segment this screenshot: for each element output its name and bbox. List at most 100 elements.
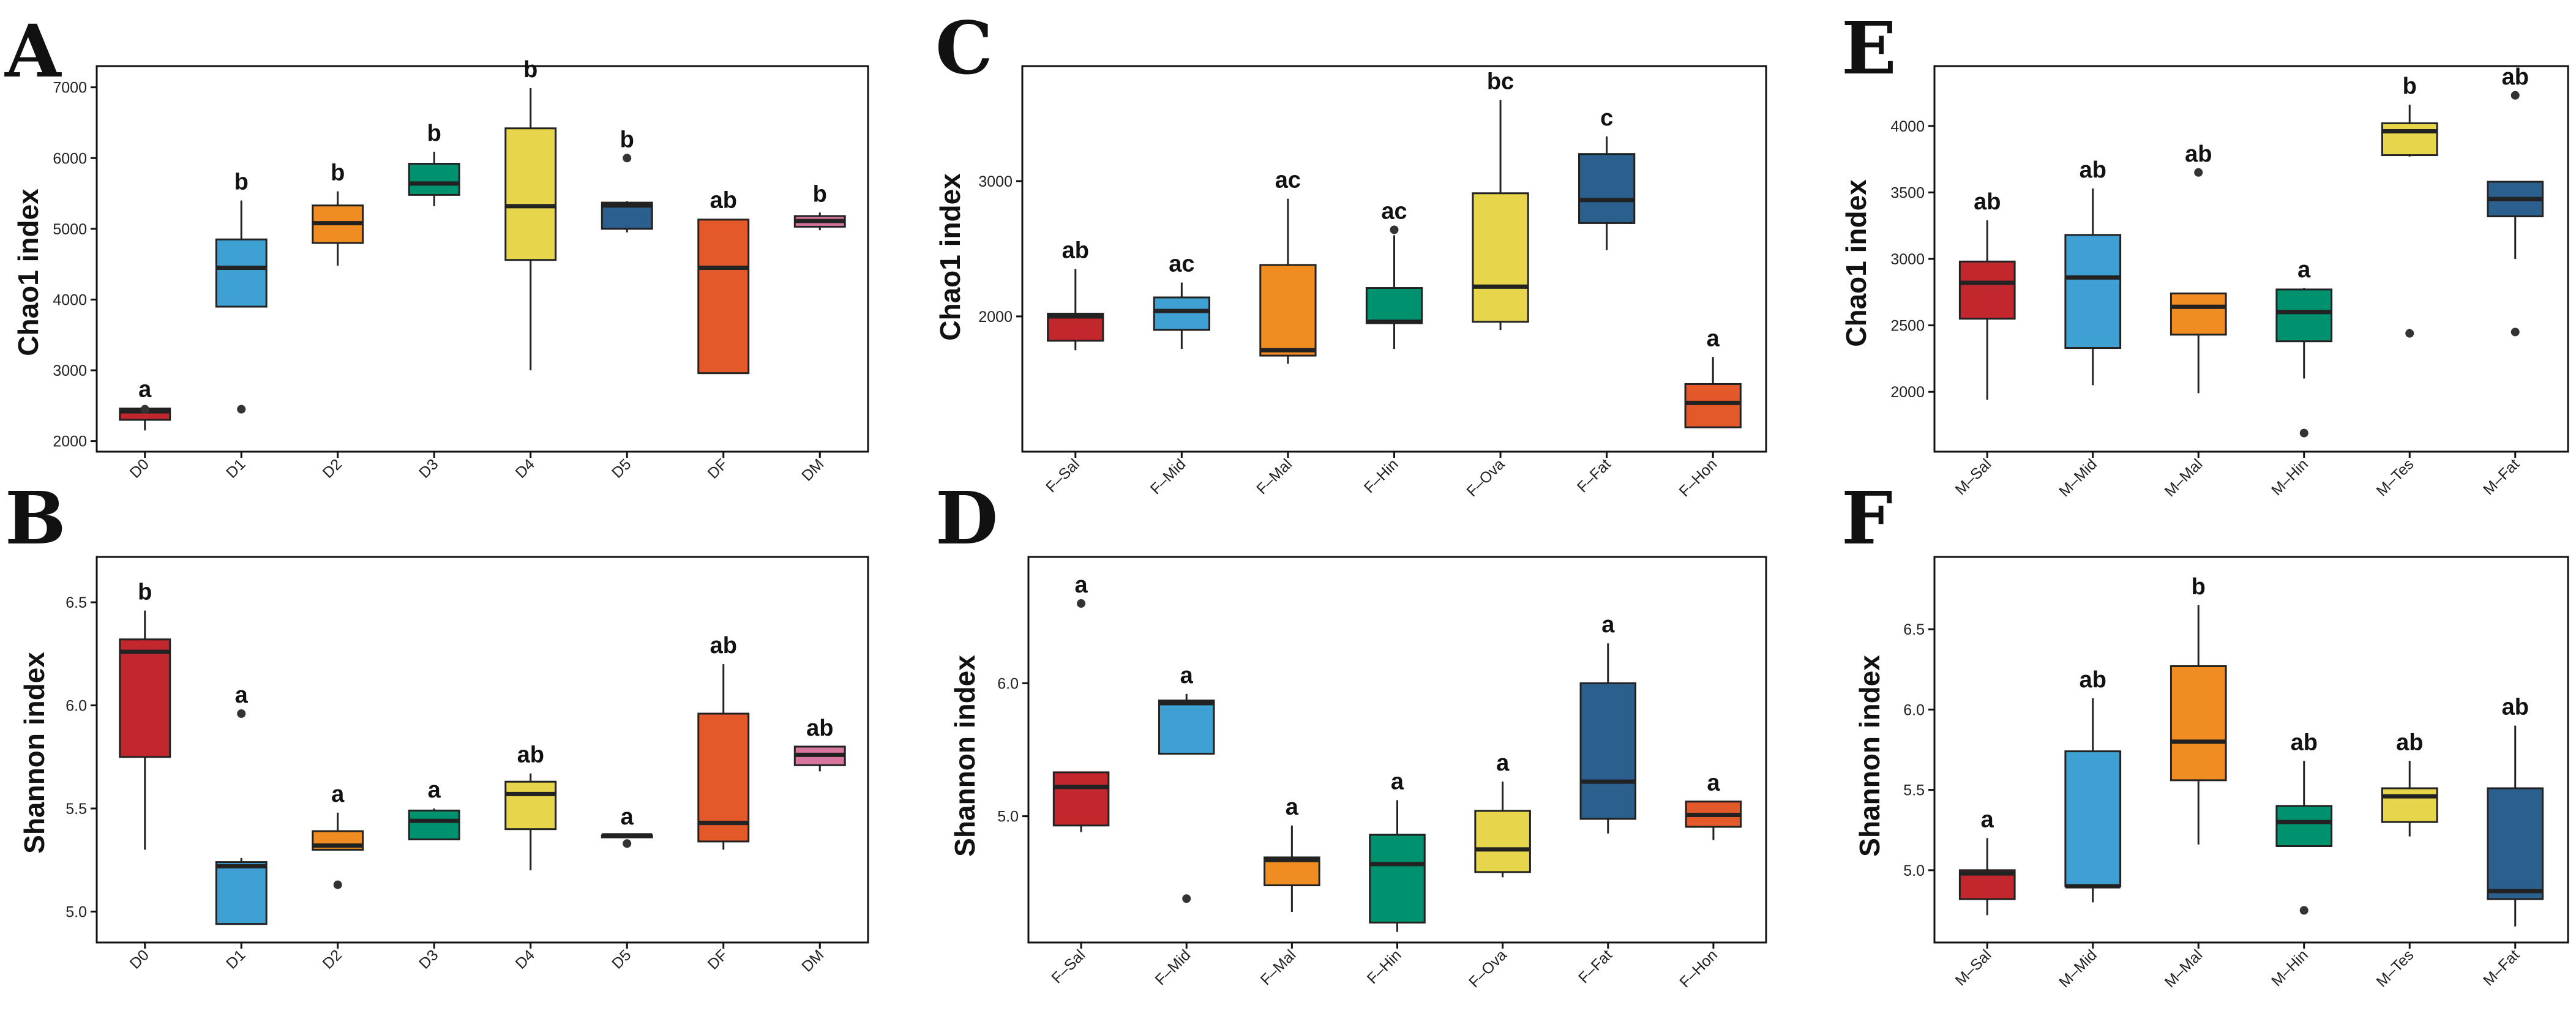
box-f — [2064, 750, 2122, 887]
x-tick-label-e: M–Hin — [2268, 455, 2312, 499]
box-a — [697, 218, 750, 375]
x-tick-label-d: F–Fat — [1575, 946, 1616, 987]
box-c — [1684, 383, 1742, 428]
significance-label-e: ab — [2080, 157, 2106, 183]
significance-label-f: a — [1981, 807, 1994, 832]
outlier-point-c — [1390, 225, 1399, 234]
panel-d: D Shannon index 5.0 6.0 a F–Sal a F–Mid a F–Mal… — [935, 476, 1767, 991]
y-tick-label-b: 6.5 — [66, 594, 87, 611]
significance-label-a: b — [813, 181, 827, 207]
significance-label-d: a — [1180, 663, 1194, 689]
x-tick-label-a: D2 — [320, 455, 345, 481]
panel-b: B Shannon index 5.0 5.5 6.0 6.5 b D0 a D1 a D2 a D3… — [5, 476, 869, 976]
plot-area-b: 5.0 5.5 6.0 6.5 b D0 a D1 a D2 a D3 ab D4 a D5 ab DF ab DM — [66, 580, 846, 976]
x-tick-label-f: M–Mal — [2162, 946, 2206, 991]
y-tick-label-c: 2000 — [978, 308, 1013, 326]
y-tick-label-f: 5.0 — [1903, 862, 1925, 879]
y-tick-label-a: 5000 — [53, 221, 87, 238]
significance-label-b: b — [138, 580, 152, 605]
y-axis-label-c: Chao1 index — [934, 173, 966, 341]
box-f — [2275, 805, 2333, 847]
significance-label-d: a — [1601, 612, 1615, 638]
x-tick-label-a: D0 — [127, 455, 152, 481]
plot-frame-a — [95, 65, 869, 453]
significance-label-f: ab — [2396, 730, 2423, 755]
outlier-point-b — [623, 839, 632, 848]
box-c — [1259, 264, 1317, 357]
significance-label-c: ab — [1062, 238, 1089, 264]
box-c — [1578, 153, 1636, 224]
x-tick-label-b: D4 — [512, 946, 538, 972]
significance-label-b: a — [331, 782, 345, 807]
significance-label-e: a — [2297, 257, 2311, 283]
significance-label-c: ac — [1169, 252, 1194, 277]
y-tick-label-b: 5.5 — [66, 801, 87, 818]
x-tick-label-c: F–Hin — [1361, 455, 1402, 496]
significance-label-f: ab — [2291, 730, 2318, 755]
outlier-point-a — [237, 405, 246, 414]
significance-label-d: a — [1496, 750, 1510, 776]
x-tick-label-a: DM — [798, 455, 827, 484]
significance-label-e: ab — [2502, 64, 2529, 90]
outlier-point-d — [1077, 599, 1086, 608]
significance-label-d: a — [1286, 794, 1299, 820]
significance-label-a: b — [234, 170, 249, 195]
x-tick-label-d: F–Hon — [1676, 946, 1721, 991]
y-axis-label-f: Shannon index — [1854, 655, 1885, 857]
y-tick-label-e: 2000 — [1890, 384, 1925, 401]
y-tick-label-e: 3500 — [1890, 184, 1925, 201]
box-b — [408, 809, 460, 841]
y-tick-label-e: 4000 — [1890, 118, 1925, 135]
x-tick-label-c: F–Mal — [1253, 455, 1295, 498]
y-tick-label-a: 7000 — [53, 80, 87, 97]
box-c — [1472, 192, 1529, 323]
outlier-point-f — [2299, 906, 2308, 915]
significance-label-f: ab — [2080, 667, 2106, 693]
significance-label-b: a — [428, 777, 441, 803]
x-tick-label-d: F–Mal — [1257, 946, 1300, 988]
significance-label-e: ab — [1974, 189, 2001, 215]
x-tick-label-c: F–Mid — [1147, 455, 1189, 498]
x-tick-label-c: F–Hon — [1676, 455, 1721, 500]
x-tick-label-e: M–Mal — [2162, 455, 2206, 500]
x-tick-label-c: F–Fat — [1574, 455, 1614, 496]
x-tick-label-a: D3 — [416, 455, 441, 481]
x-tick-label-f: M–Fat — [2480, 946, 2523, 989]
x-tick-label-a: DF — [705, 455, 731, 482]
significance-label-a: b — [523, 57, 537, 83]
x-tick-label-f: M–Mid — [2056, 946, 2100, 991]
x-tick-label-b: D3 — [416, 946, 441, 972]
plot-area-d: 5.0 6.0 a F–Sal a F–Mid a F–Mal a F–Hin a F–Ova a F–F… — [997, 572, 1742, 991]
panel-e: E Chao1 index 20002500300035004000abM–Sa… — [1840, 6, 2569, 500]
y-tick-label-c: 3000 — [978, 173, 1013, 190]
y-axis-label-b: Shannon index — [18, 652, 50, 854]
box-a — [504, 127, 557, 261]
box-e — [2275, 288, 2333, 343]
box-d — [1369, 834, 1426, 924]
significance-label-c: ac — [1381, 198, 1407, 224]
x-tick-label-c: F–Sal — [1043, 455, 1083, 496]
box-b — [697, 712, 750, 843]
x-tick-label-f: M–Hin — [2268, 946, 2312, 990]
panel-letter-c: C — [935, 6, 993, 91]
x-tick-label-d: F–Sal — [1048, 946, 1088, 987]
y-tick-label-d: 6.0 — [997, 675, 1019, 692]
outlier-point-a — [140, 405, 149, 414]
y-axis-label-d: Shannon index — [949, 655, 981, 857]
x-tick-label-b: D5 — [608, 946, 634, 972]
significance-label-a: a — [138, 376, 152, 402]
x-tick-label-a: D1 — [223, 455, 249, 481]
panel-letter-b: B — [5, 476, 66, 561]
box-a — [215, 238, 268, 308]
panel-f: F Shannon index 5.0 5.5 6.0 6.5 a M–Sal ab M–Mi… — [1841, 476, 2569, 991]
outlier-point-b — [237, 709, 246, 719]
significance-label-f: ab — [2502, 695, 2529, 720]
y-tick-label-a: 4000 — [53, 291, 87, 308]
significance-label-a: b — [427, 121, 441, 146]
box-d — [1579, 682, 1637, 820]
y-tick-label-a: 2000 — [53, 433, 87, 450]
box-e — [1958, 260, 2016, 320]
x-tick-label-f: M–Sal — [1952, 946, 1995, 989]
significance-label-c: c — [1600, 105, 1613, 131]
